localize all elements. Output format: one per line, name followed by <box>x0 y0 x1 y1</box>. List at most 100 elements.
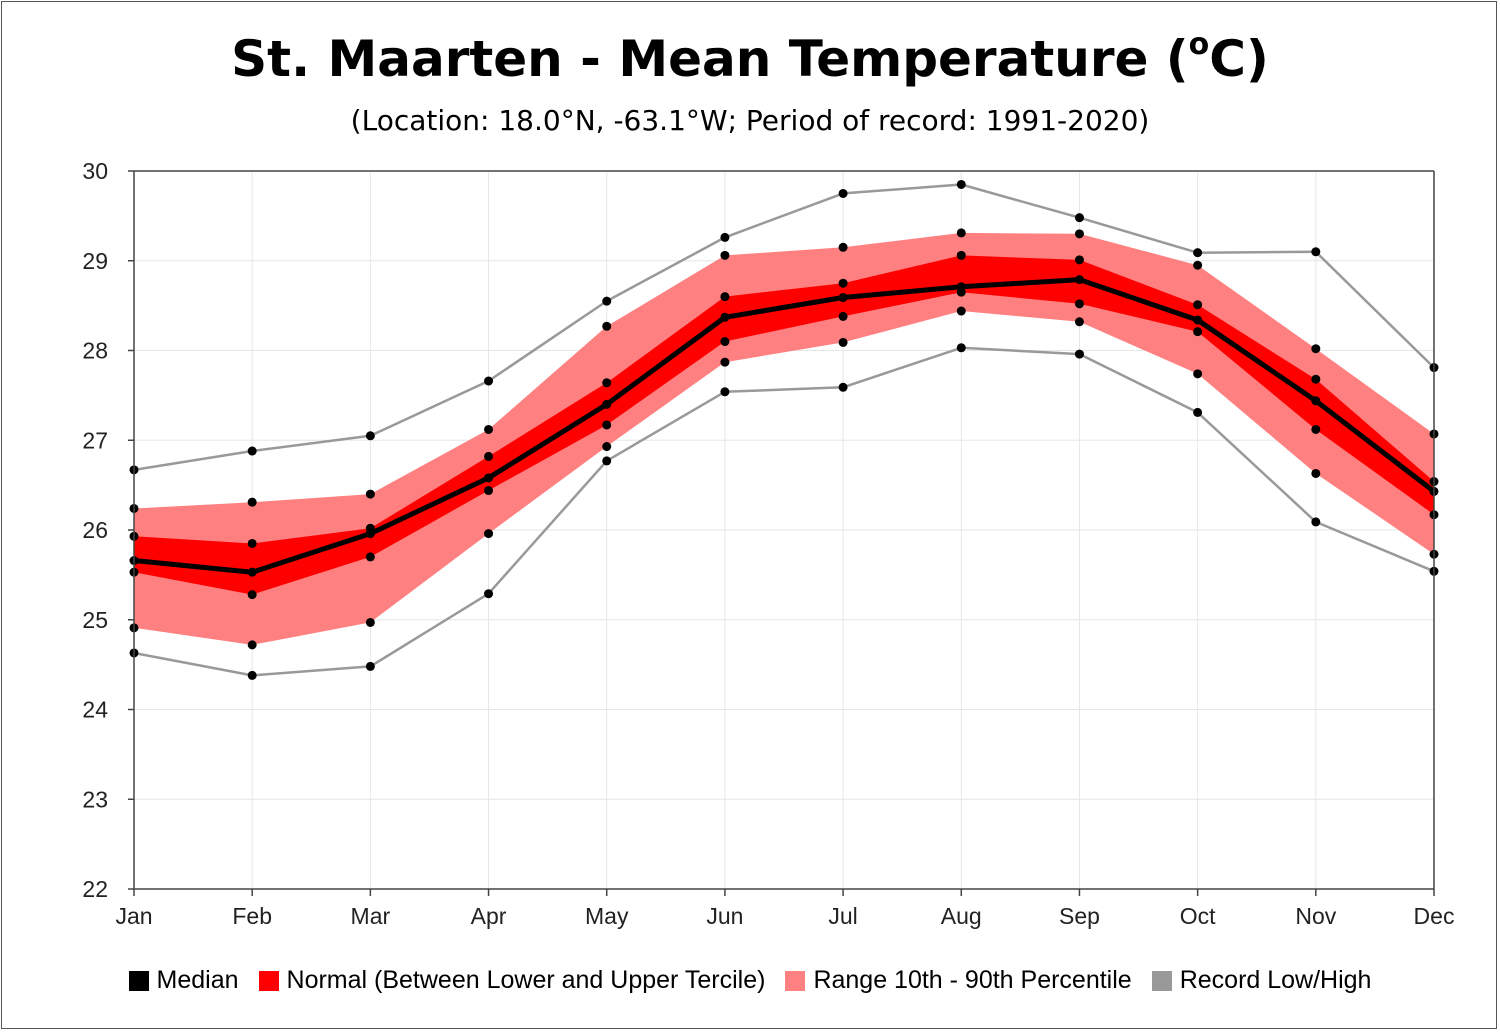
point-lower-tercile-mar <box>365 552 375 562</box>
record-low-line <box>133 346 1435 677</box>
point-upper-tercile-oct <box>1193 300 1203 310</box>
chart-subtitle: (Location: 18.0°N, -63.1°W; Period of re… <box>350 104 1150 137</box>
point-record-high-aug <box>956 179 966 189</box>
point-upper-tercile-feb <box>247 538 257 548</box>
record-high-line <box>133 183 1435 472</box>
point-p90-sep <box>1074 229 1084 239</box>
x-tick-label-jul: Jul <box>828 903 857 929</box>
point-median-sep <box>1074 275 1084 285</box>
point-record-low-oct <box>1193 407 1203 417</box>
point-lower-tercile-oct <box>1193 327 1203 337</box>
point-p90-may <box>602 321 612 331</box>
point-p90-oct <box>1193 260 1203 270</box>
x-tick-label-jan: Jan <box>115 903 152 929</box>
y-tick-label-26: 26 <box>82 517 108 543</box>
legend-item-percentile-range: Range 10th - 90th Percentile <box>785 966 1132 995</box>
y-tick-label-23: 23 <box>82 786 108 812</box>
point-median-apr <box>484 473 494 483</box>
legend-swatch-percentile-range <box>785 970 806 991</box>
legend-label-percentile-range: Range 10th - 90th Percentile <box>813 966 1132 994</box>
percentile-range-band <box>134 232 1434 645</box>
point-lower-tercile-jul <box>838 311 848 321</box>
point-record-low-mar <box>365 661 375 671</box>
point-lower-tercile-aug <box>956 287 966 297</box>
point-lower-tercile-nov <box>1311 424 1321 434</box>
point-median-jul <box>838 293 848 303</box>
point-record-low-jul <box>838 382 848 392</box>
point-record-high-oct <box>1193 248 1203 258</box>
point-upper-tercile-jun <box>720 292 730 302</box>
point-record-high-jun <box>720 232 730 242</box>
x-tick-label-oct: Oct <box>1180 903 1216 929</box>
point-p10-jun <box>720 357 730 367</box>
legend-label-record: Record Low/High <box>1179 966 1372 994</box>
y-tick-label-22: 22 <box>82 876 108 902</box>
point-p90-apr <box>484 424 494 434</box>
y-tick-label-25: 25 <box>82 607 108 633</box>
point-record-low-feb <box>247 670 257 680</box>
x-tick-label-dec: Dec <box>1414 903 1455 929</box>
legend-label-normal: Normal (Between Lower and Upper Tercile) <box>286 966 766 994</box>
point-upper-tercile-nov <box>1311 374 1321 384</box>
y-tick-label-29: 29 <box>82 248 108 274</box>
point-p10-oct <box>1193 369 1203 379</box>
y-tick-label-30: 30 <box>82 158 108 184</box>
x-tick-label-apr: Apr <box>471 903 507 929</box>
point-upper-tercile-may <box>602 378 612 388</box>
point-lower-tercile-feb <box>247 590 257 600</box>
point-record-low-may <box>602 456 612 466</box>
x-tick-label-may: May <box>585 903 629 929</box>
point-p10-aug <box>956 306 966 316</box>
point-upper-tercile-sep <box>1074 255 1084 265</box>
point-median-may <box>602 399 612 409</box>
point-median-mar <box>365 529 375 539</box>
legend-item-median: Median <box>128 966 239 995</box>
x-tick-label-jun: Jun <box>706 903 743 929</box>
point-lower-tercile-may <box>602 420 612 430</box>
chart-legend: Median Normal (Between Lower and Upper T… <box>0 966 1500 995</box>
y-tick-label-28: 28 <box>82 338 108 364</box>
y-tick-label-24: 24 <box>82 697 108 723</box>
point-lower-tercile-apr <box>484 486 494 496</box>
point-median-feb <box>247 567 257 577</box>
legend-label-median: Median <box>156 966 239 994</box>
x-tick-label-sep: Sep <box>1059 903 1100 929</box>
point-upper-tercile-jul <box>838 278 848 288</box>
point-upper-tercile-aug <box>956 250 966 260</box>
point-p10-mar <box>365 617 375 627</box>
y-tick-label-27: 27 <box>82 427 108 453</box>
point-record-high-may <box>602 296 612 306</box>
point-p90-feb <box>247 497 257 507</box>
point-lower-tercile-sep <box>1074 299 1084 309</box>
point-p10-apr <box>484 529 494 539</box>
point-lower-tercile-jun <box>720 337 730 347</box>
point-record-high-nov <box>1311 247 1321 257</box>
point-p10-feb <box>247 640 257 650</box>
point-p10-jul <box>838 337 848 347</box>
point-record-low-sep <box>1074 349 1084 359</box>
point-p90-nov <box>1311 344 1321 354</box>
x-tick-label-nov: Nov <box>1295 903 1336 929</box>
chart-title-unit: C) <box>1209 30 1269 88</box>
tercile-band <box>134 255 1434 595</box>
point-median-jun <box>720 312 730 322</box>
point-p10-sep <box>1074 317 1084 327</box>
point-record-high-mar <box>365 431 375 441</box>
x-tick-label-feb: Feb <box>232 903 272 929</box>
legend-swatch-record <box>1151 970 1172 991</box>
chart-title-degree: o <box>1188 27 1210 63</box>
point-p90-mar <box>365 489 375 499</box>
point-record-low-apr <box>484 589 494 599</box>
point-record-low-jun <box>720 387 730 397</box>
point-record-high-feb <box>247 446 257 456</box>
legend-item-normal: Normal (Between Lower and Upper Tercile) <box>258 966 766 995</box>
point-p10-may <box>602 442 612 452</box>
point-p10-nov <box>1311 468 1321 478</box>
point-record-low-aug <box>956 343 966 353</box>
point-upper-tercile-apr <box>484 451 494 461</box>
legend-item-record: Record Low/High <box>1151 966 1372 995</box>
point-record-high-jul <box>838 188 848 198</box>
legend-swatch-median <box>128 970 149 991</box>
